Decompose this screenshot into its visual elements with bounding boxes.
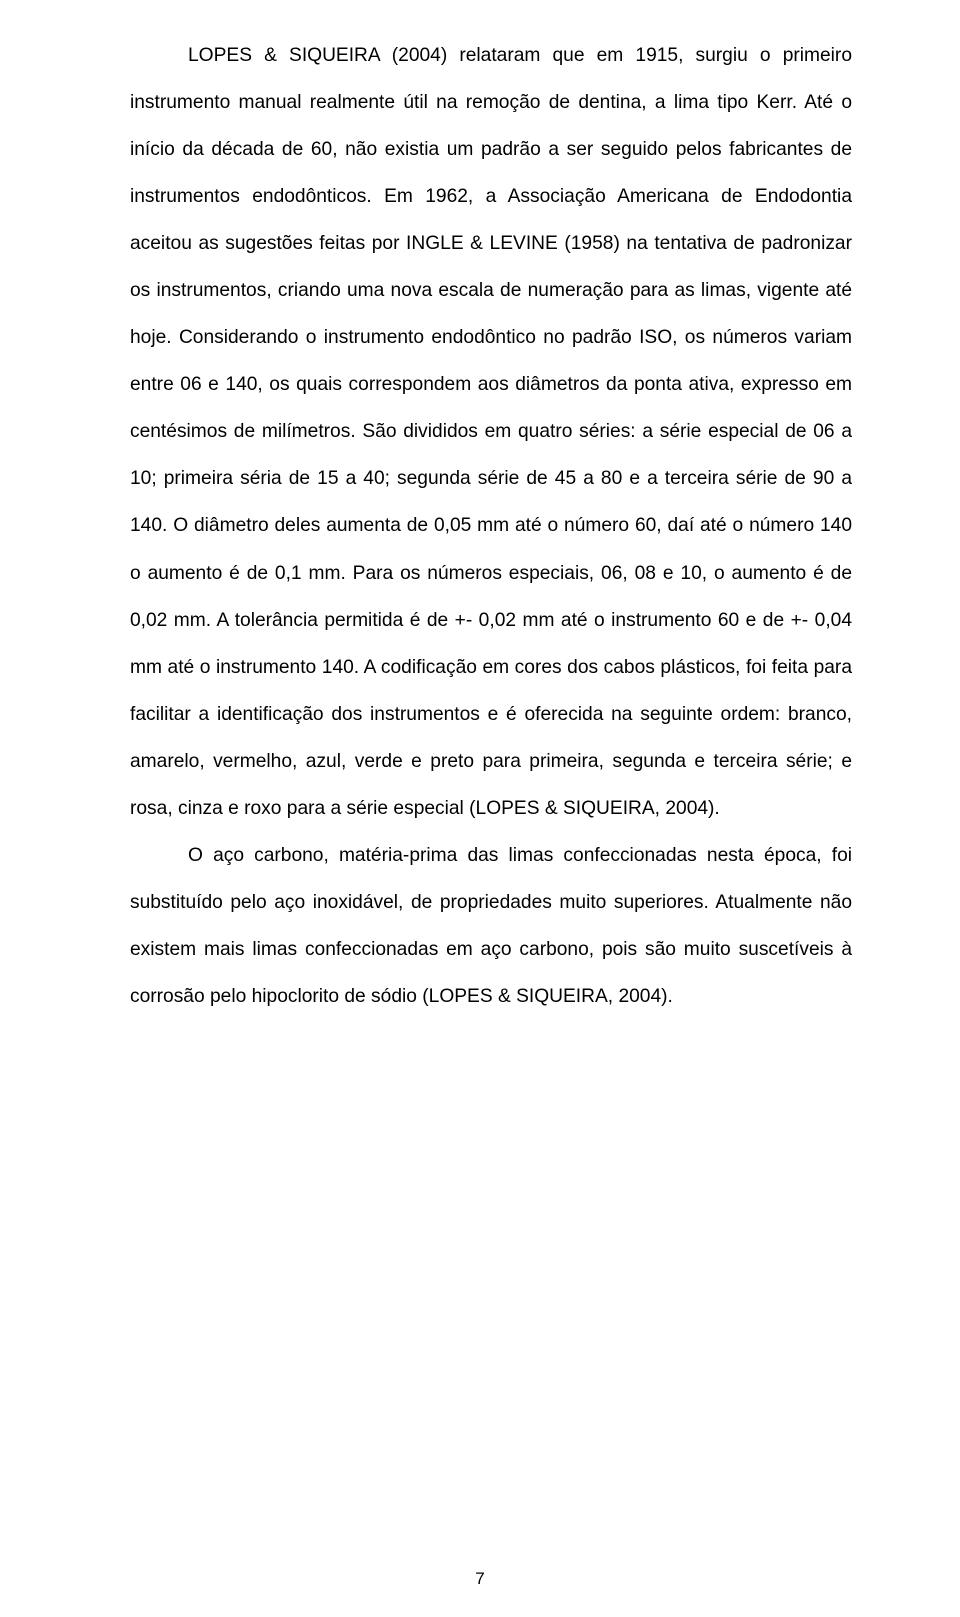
body-paragraph: O aço carbono, matéria-prima das limas c… xyxy=(130,832,852,1020)
document-page: LOPES & SIQUEIRA (2004) relataram que em… xyxy=(0,0,960,1617)
page-number: 7 xyxy=(0,1569,960,1589)
body-paragraph: LOPES & SIQUEIRA (2004) relataram que em… xyxy=(130,32,852,832)
